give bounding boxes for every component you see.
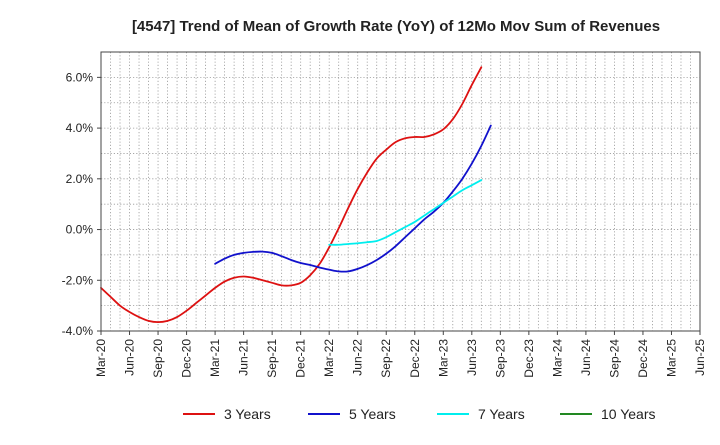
x-tick-label: Dec-20 bbox=[180, 339, 194, 378]
axes: -4.0% -2.0% 0.0% 2.0% 4.0% 6.0% Mar-20 Jun-20 Se… bbox=[62, 51, 707, 378]
series-lines bbox=[100, 66, 492, 324]
x-tick-label: Jun-23 bbox=[465, 339, 479, 376]
chart-title: [4547] Trend of Mean of Growth Rate (YoY… bbox=[132, 18, 660, 35]
y-tick-label: 6.0% bbox=[66, 70, 94, 84]
plot-frame bbox=[100, 51, 701, 332]
plot-area bbox=[101, 52, 700, 331]
grid bbox=[101, 52, 700, 331]
x-tick-label: Sep-20 bbox=[151, 339, 165, 378]
y-tick-label: 4.0% bbox=[66, 121, 94, 135]
y-tick-label: -2.0% bbox=[62, 273, 94, 287]
y-tick-label: 2.0% bbox=[66, 172, 94, 186]
x-tick-label: Sep-24 bbox=[607, 339, 621, 378]
x-tick-label: Jun-24 bbox=[579, 339, 593, 376]
legend: 3 Years 5 Years 7 Years 10 Years bbox=[183, 406, 656, 422]
legend-label-5-years: 5 Years bbox=[349, 406, 396, 422]
series-line-7-years bbox=[328, 179, 483, 246]
legend-label-3-years: 3 Years bbox=[224, 406, 271, 422]
legend-label-10-years: 10 Years bbox=[601, 406, 656, 422]
x-tick-label: Jun-25 bbox=[693, 339, 707, 376]
x-tick-label: Dec-21 bbox=[294, 339, 308, 378]
y-tick-label: 0.0% bbox=[66, 223, 94, 237]
x-tick-label: Dec-23 bbox=[522, 339, 536, 378]
y-tick-label: -4.0% bbox=[62, 324, 94, 338]
x-tick-label: Sep-21 bbox=[265, 339, 279, 378]
x-tick-label: Jun-20 bbox=[123, 339, 137, 376]
x-tick-label: Sep-23 bbox=[493, 339, 507, 378]
x-tick-label: Mar-23 bbox=[436, 339, 450, 377]
x-tick-label: Mar-22 bbox=[322, 339, 336, 377]
x-tick-label: Mar-24 bbox=[550, 339, 564, 377]
x-tick-label: Dec-24 bbox=[636, 339, 650, 378]
x-tick-label: Jun-21 bbox=[237, 339, 251, 376]
x-tick-label: Dec-22 bbox=[408, 339, 422, 378]
x-tick-label: Mar-20 bbox=[94, 339, 108, 377]
x-tick-label: Jun-22 bbox=[351, 339, 365, 376]
x-tick-label: Sep-22 bbox=[379, 339, 393, 378]
x-tick-label: Mar-25 bbox=[664, 339, 678, 377]
series-line-3-years bbox=[100, 66, 483, 324]
x-tick-label: Mar-21 bbox=[208, 339, 222, 377]
legend-label-7-years: 7 Years bbox=[478, 406, 525, 422]
